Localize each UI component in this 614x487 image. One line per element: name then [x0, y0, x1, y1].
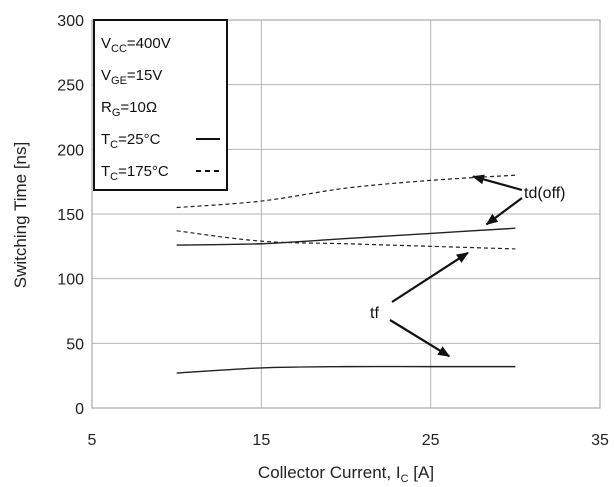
x-tick-label: 15 [252, 432, 270, 449]
plot-area [91, 19, 601, 409]
legend-entry-label: TC=25°C [101, 131, 161, 151]
x-axis-title: Collector Current, IC [A] [258, 463, 434, 485]
annotation-arrow [472, 174, 523, 192]
x-tick-label: 25 [422, 432, 440, 449]
series-line-0 [176, 227, 516, 246]
y-tick-label: 50 [66, 336, 84, 353]
legend-entry-label: TC=175°C [101, 163, 169, 183]
tick-labels: 0 50 100 150 200 250 300 5 15 25 35 [57, 13, 609, 449]
series-layer [176, 174, 516, 374]
y-tick-label: 150 [57, 207, 84, 224]
y-axis-title: Switching Time [ns] [11, 142, 30, 288]
annotation-arrow [391, 251, 469, 303]
y-tick-label: 0 [75, 401, 84, 418]
x-tick-label: 35 [591, 432, 609, 449]
annotations: td(off) tf [370, 174, 566, 358]
legend: VCC=400V VGE=15V RG=10Ω TC=25°C TC=175°C [93, 19, 228, 191]
legend-box [93, 19, 228, 191]
legend-condition: VGE=15V [101, 67, 162, 87]
annotation-label: tf [370, 305, 379, 322]
y-tick-label: 300 [57, 13, 84, 30]
series-line-2 [176, 365, 516, 374]
legend-condition: RG=10Ω [101, 99, 157, 119]
legend-condition: VCC=400V [101, 35, 171, 55]
y-tick-label: 200 [57, 142, 84, 159]
annotation-label: td(off) [524, 185, 566, 202]
series-line-1 [176, 174, 516, 209]
y-tick-label: 250 [57, 78, 84, 95]
x-tick-label: 5 [88, 432, 97, 449]
annotation-arrow [485, 197, 523, 226]
y-tick-label: 100 [57, 272, 84, 289]
annotation-arrow [389, 319, 451, 358]
series-line-3 [176, 230, 516, 250]
